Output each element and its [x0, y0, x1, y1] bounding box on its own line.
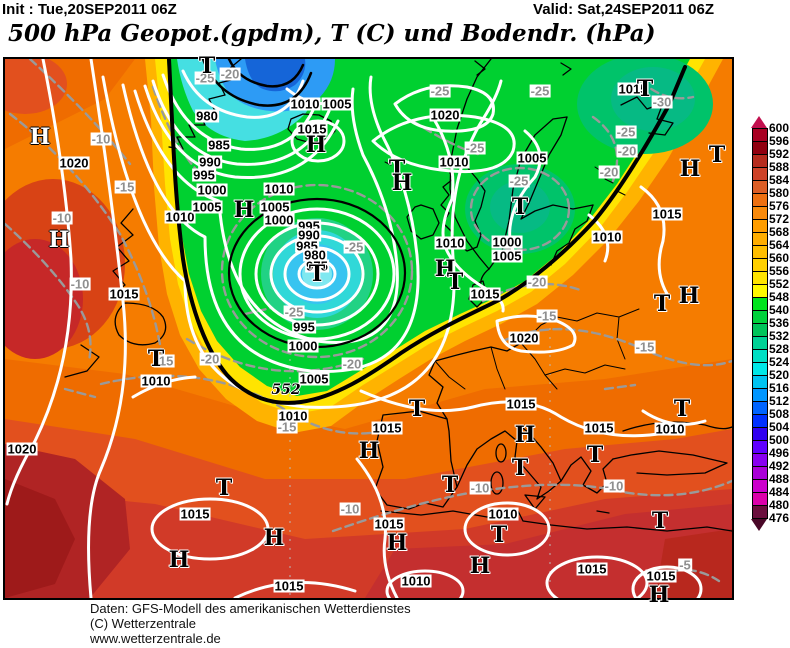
- colorbar-segment: [753, 233, 767, 246]
- colorbar-tick-label: 492: [769, 459, 790, 473]
- colorbar-tick-label: 568: [769, 225, 790, 239]
- colorbar-tick-label: 560: [769, 251, 790, 265]
- footer-url: www.wetterzentrale.de: [90, 631, 221, 646]
- colorbar-segment: [753, 298, 767, 311]
- colorbar-tick-label: 600: [769, 121, 790, 135]
- colorbar-tick-label: 536: [769, 316, 790, 330]
- colorbar-tick-label: 508: [769, 407, 790, 421]
- colorbar-segment: [753, 428, 767, 441]
- colorbar-tick-label: 516: [769, 381, 790, 395]
- valid-time: Valid: Sat,24SEP2011 06Z: [533, 1, 714, 18]
- colorbar-segment: [753, 389, 767, 402]
- colorbar-segment: [753, 220, 767, 233]
- colorbar-tick-label: 476: [769, 511, 790, 525]
- colorbar-segment: [753, 155, 767, 168]
- colorbar-segment: [753, 376, 767, 389]
- colorbar-tick-label: 488: [769, 472, 790, 486]
- colorbar-tick-label: 564: [769, 238, 790, 252]
- colorbar-segment: [753, 506, 767, 518]
- colorbar-tick-label: 596: [769, 134, 790, 148]
- colorbar-tick-label: 592: [769, 147, 790, 161]
- colorbar-tick-label: 484: [769, 485, 790, 499]
- colorbar-tick-label: 572: [769, 212, 790, 226]
- colorbar-segment: [753, 324, 767, 337]
- colorbar-segment: [753, 415, 767, 428]
- colorbar-segment: [753, 337, 767, 350]
- page-title: 500 hPa Geopot.(gpdm), T (C) und Bodendr…: [8, 20, 656, 47]
- colorbar-tick-label: 584: [769, 173, 790, 187]
- colorbar-segment: [753, 246, 767, 259]
- colorbar-tick-label: 480: [769, 498, 790, 512]
- colorbar-segment: [753, 142, 767, 155]
- colorbar-tick-label: 552: [769, 277, 790, 291]
- colorbar-tick-label: 576: [769, 199, 790, 213]
- colorbar-tick-label: 500: [769, 433, 790, 447]
- colorbar-segment: [753, 350, 767, 363]
- colorbar-segment: [753, 402, 767, 415]
- graticule: [289, 319, 551, 598]
- colorbar-segment: [753, 441, 767, 454]
- colorbar-segment: [753, 168, 767, 181]
- colorbar-labels: 600 596 592 588 584 580 576 572 568 564 560 556 552 5…: [769, 122, 790, 528]
- colorbar-segment: [753, 493, 767, 506]
- colorbar-segment: [753, 272, 767, 285]
- colorbar: 600 596 592 588 584 580 576 572 568 564 560 556 552 5…: [751, 116, 790, 531]
- colorbar-segment: [753, 285, 767, 298]
- colorbar-tick-label: 528: [769, 342, 790, 356]
- colorbar-segments: [752, 128, 768, 519]
- colorbar-tick-label: 532: [769, 329, 790, 343]
- colorbar-segment: [753, 259, 767, 272]
- map-canvas: [5, 59, 732, 598]
- footer-copyright: (C) Wetterzentrale: [90, 616, 196, 631]
- colorbar-tick-label: 580: [769, 186, 790, 200]
- colorbar-segment: [753, 207, 767, 220]
- colorbar-tick-label: 540: [769, 303, 790, 317]
- colorbar-tick-label: 524: [769, 355, 790, 369]
- colorbar-tick-label: 556: [769, 264, 790, 278]
- colorbar-tick-label: 512: [769, 394, 790, 408]
- weather-map: 1020 1020 1020 1020 1015 1015 1015 1015 1015 1015…: [3, 55, 734, 606]
- colorbar-segment: [753, 480, 767, 493]
- colorbar-segment: [753, 311, 767, 324]
- colorbar-segment: [753, 363, 767, 376]
- colorbar-tick-label: 520: [769, 368, 790, 382]
- colorbar-segment: [753, 454, 767, 467]
- colorbar-segment: [753, 194, 767, 207]
- colorbar-segment: [753, 129, 767, 142]
- footer: Daten: GFS-Modell des amerikanischen Wet…: [90, 601, 411, 646]
- footer-source: Daten: GFS-Modell des amerikanischen Wet…: [90, 601, 411, 616]
- init-time: Init : Tue,20SEP2011 06Z: [2, 1, 177, 18]
- colorbar-arrow-up-icon: [751, 116, 767, 128]
- header-row: Init : Tue,20SEP2011 06Z Valid: Sat,24SE…: [2, 0, 714, 18]
- colorbar-segment: [753, 181, 767, 194]
- colorbar-tick-label: 504: [769, 420, 790, 434]
- colorbar-tick-label: 588: [769, 160, 790, 174]
- colorbar-tick-label: 548: [769, 290, 790, 304]
- colorbar-tick-label: 496: [769, 446, 790, 460]
- colorbar-segment: [753, 467, 767, 480]
- colorbar-arrow-down-icon: [751, 519, 767, 531]
